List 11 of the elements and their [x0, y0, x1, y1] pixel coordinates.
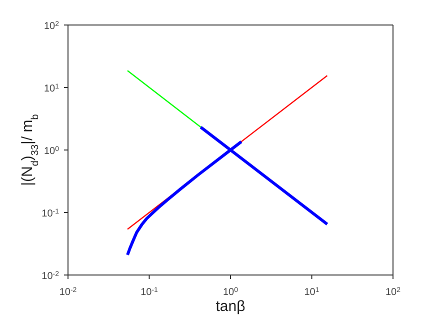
x-tick-label: 10$^{1}$	[304, 286, 320, 298]
x-axis-title: tanβ	[216, 298, 246, 315]
x-tick-label: 10$^{-1}$	[140, 286, 158, 298]
x-tick-label: 10$^{2}$	[385, 286, 401, 298]
x-tick-label: 10$^{-2}$	[59, 286, 77, 298]
y-tick-label: 10$^{-1}$	[42, 208, 60, 220]
y-tick-label: 10$^{-2}$	[42, 270, 60, 282]
y-tick-label: 10$^{2}$	[44, 20, 60, 32]
y-tick-label: 10$^{0}$	[44, 146, 60, 157]
x-tick-label: 10$^{0}$	[222, 286, 238, 298]
y-tick-label: 10$^{1}$	[44, 83, 60, 94]
